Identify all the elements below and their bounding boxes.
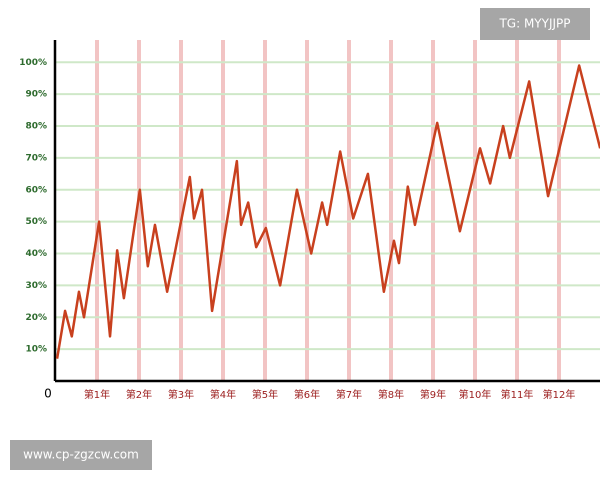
x-tick-label: 第2年 bbox=[126, 388, 152, 401]
y-tick-label: 100% bbox=[19, 58, 47, 68]
x-tick-label: 第11年 bbox=[501, 388, 534, 401]
y-tick-label: 20% bbox=[25, 313, 47, 323]
x-tick-label: 第4年 bbox=[210, 388, 236, 401]
x-tick-label: 第9年 bbox=[420, 388, 446, 401]
y-tick-label: 10% bbox=[25, 345, 47, 355]
x-tick-label: 第1年 bbox=[84, 388, 110, 401]
y-tick-label: 80% bbox=[25, 122, 47, 132]
watermark: www.cp-zgzcw.com bbox=[23, 448, 139, 462]
y-tick-label: 50% bbox=[25, 217, 47, 227]
y-tick-label: 60% bbox=[25, 185, 47, 195]
y-tick-label: 90% bbox=[25, 90, 47, 100]
watermark: TG: MYYJJPP bbox=[498, 17, 570, 31]
x-tick-label: 第8年 bbox=[378, 388, 404, 401]
y-tick-label: 0 bbox=[44, 387, 52, 401]
y-tick-label: 70% bbox=[25, 153, 47, 163]
y-tick-label: 30% bbox=[25, 281, 47, 291]
x-tick-label: 第7年 bbox=[336, 388, 362, 401]
watermark-box bbox=[10, 440, 152, 470]
watermark-box bbox=[480, 8, 590, 40]
x-tick-label: 第10年 bbox=[459, 388, 492, 401]
y-tick-label: 40% bbox=[25, 249, 47, 259]
x-tick-label: 第3年 bbox=[168, 388, 194, 401]
x-tick-label: 第6年 bbox=[294, 388, 320, 401]
line bbox=[55, 64, 600, 359]
x-tick-label: 第5年 bbox=[252, 388, 278, 401]
x-tick-label: 第12年 bbox=[543, 388, 576, 401]
